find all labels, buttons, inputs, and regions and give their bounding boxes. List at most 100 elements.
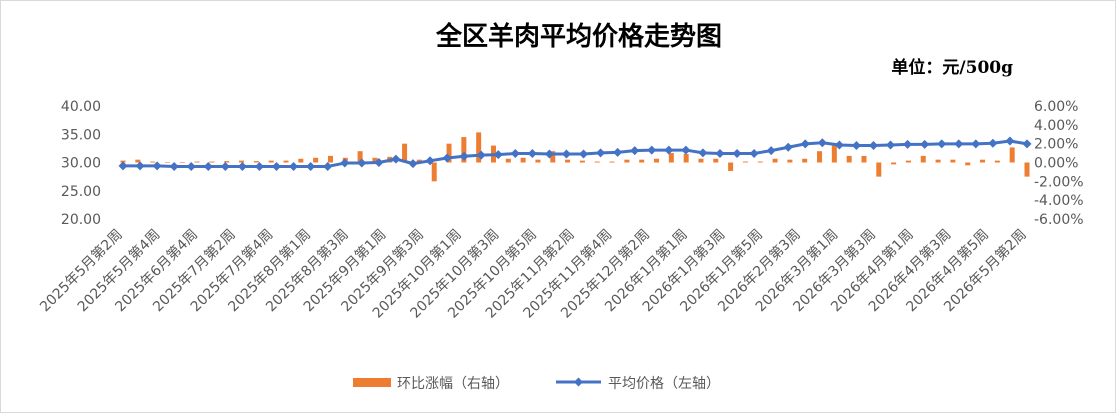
bar (594, 161, 600, 163)
bar (1009, 147, 1015, 163)
price-point (561, 149, 571, 159)
price-point (306, 161, 316, 171)
price-point (237, 161, 247, 171)
line-series (118, 136, 1032, 171)
bar (1024, 162, 1030, 177)
price-point (749, 148, 759, 158)
bar (920, 155, 926, 163)
bar (609, 161, 615, 163)
bar (209, 161, 215, 163)
price-point (510, 148, 520, 158)
price-point (357, 158, 367, 168)
price-point (715, 148, 725, 158)
bar (579, 160, 585, 163)
price-point (579, 149, 589, 159)
price-point (476, 150, 486, 160)
bar (742, 161, 748, 163)
price-point (442, 153, 452, 163)
bar (194, 161, 200, 163)
legend: 环比涨幅（右轴） 平均价格（左轴） (353, 376, 720, 392)
price-point (613, 147, 623, 157)
bar (772, 158, 778, 163)
price-point (186, 161, 196, 171)
bar (298, 158, 304, 163)
left-tick-label: 35.00 (61, 127, 101, 143)
right-tick-label: 4.00% (1034, 118, 1078, 134)
bar (787, 159, 793, 163)
bar (668, 153, 674, 163)
bar (357, 151, 363, 163)
bar (965, 162, 971, 166)
bar (980, 159, 986, 163)
price-point (272, 161, 282, 171)
price-point (817, 138, 827, 148)
price-point (920, 139, 930, 149)
bar (565, 159, 571, 163)
price-point (681, 145, 691, 155)
right-tick-label: -4.00% (1034, 193, 1084, 209)
bar (846, 155, 852, 163)
bar (446, 143, 452, 163)
price-point (493, 150, 503, 160)
bar (268, 160, 274, 163)
price-point (886, 140, 896, 150)
price-point (289, 161, 299, 171)
bar (876, 162, 882, 177)
bar (831, 145, 837, 163)
left-axis: 20.00 25.00 30.00 35.00 40.00 (61, 99, 101, 228)
bar (505, 158, 511, 163)
bar (476, 132, 482, 163)
right-tick-label: -2.00% (1034, 174, 1084, 190)
price-point (527, 148, 537, 158)
left-tick-label: 30.00 (61, 156, 101, 172)
left-tick-label: 40.00 (61, 99, 101, 115)
price-point (783, 142, 793, 152)
price-point (374, 158, 384, 167)
chart-title: 全区羊肉平均价格走势图 (435, 21, 722, 52)
bar (950, 159, 956, 163)
price-point (988, 138, 998, 148)
legend-bar-swatch (353, 378, 391, 387)
bar (520, 157, 526, 163)
price-point (664, 145, 674, 155)
price-point (971, 139, 981, 149)
price-point (766, 146, 776, 156)
right-tick-label: 0.00% (1034, 156, 1078, 172)
price-point (152, 161, 162, 171)
x-axis: 2025年5月第2周2025年5月第4周2025年6月第4周2025年7月第2周… (36, 226, 1029, 322)
price-point (323, 161, 333, 171)
price-point (868, 141, 878, 151)
bar (994, 160, 1000, 163)
bar (624, 159, 630, 163)
bar (313, 157, 319, 163)
bar (164, 162, 170, 163)
price-point (1005, 136, 1015, 146)
bar (683, 154, 689, 163)
price-point (800, 139, 810, 149)
bar (817, 151, 823, 163)
bar (550, 151, 556, 163)
price-point (118, 161, 128, 171)
price-point (954, 139, 964, 149)
bar (654, 158, 660, 163)
price-point (903, 139, 913, 149)
bar (861, 155, 867, 163)
bar (283, 160, 289, 163)
bar (757, 161, 763, 163)
price-point (647, 145, 657, 155)
bar (891, 162, 897, 165)
bar (327, 155, 333, 163)
bar (461, 137, 467, 163)
bar (431, 162, 437, 182)
price-point (254, 161, 264, 171)
bar-series (120, 132, 1030, 182)
bar (372, 157, 378, 163)
price-point (425, 156, 435, 166)
price-point (408, 159, 418, 169)
price-point (851, 141, 861, 151)
bar (713, 158, 719, 163)
bar (135, 159, 141, 163)
left-tick-label: 20.00 (61, 212, 101, 228)
price-point (135, 161, 145, 171)
